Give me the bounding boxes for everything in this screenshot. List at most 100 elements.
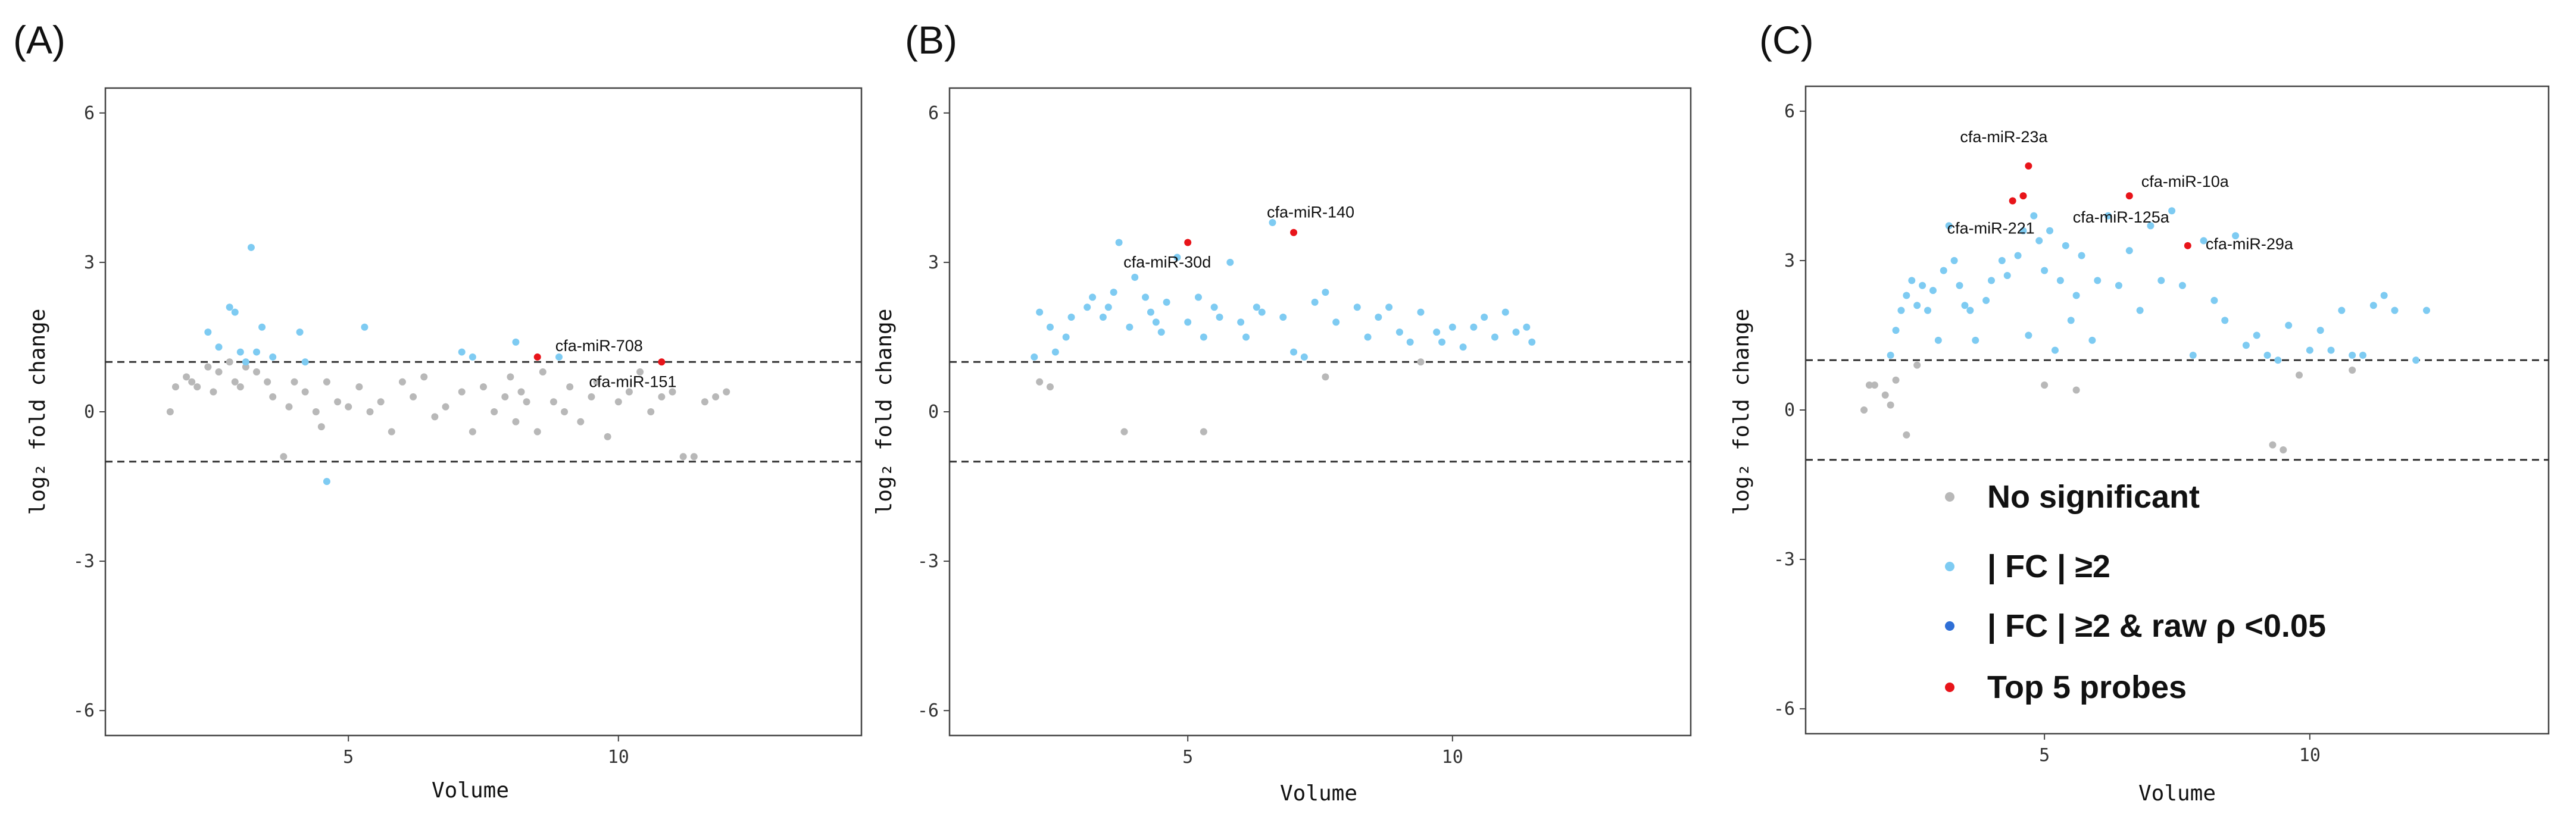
y-tick-label-b-m6: -6	[917, 700, 939, 721]
point-a-no-significant-18	[301, 388, 309, 396]
series-c-no-significant	[1860, 361, 2356, 453]
panel-b: (B) 6 3 0 -3 -6 5 10 cfa-miR-30d cfa-miR-140 Vo…	[872, 18, 1692, 806]
point-b-fc-2-10	[1110, 289, 1117, 296]
point-b-fc-2-0	[1031, 353, 1038, 361]
point-c-fc-2-62	[2391, 306, 2399, 314]
point-a-fc-2-11	[301, 358, 309, 366]
point-c-fc-2-24	[2030, 212, 2038, 220]
annotation-cfa-mir-151: cfa-miR-151	[589, 373, 676, 390]
point-c-fc-2-16	[1972, 336, 1979, 344]
point-c-fc-2-8	[1929, 287, 1937, 295]
point-a-no-significant-28	[398, 378, 406, 386]
point-c-fc-2-55	[2316, 327, 2324, 334]
point-a-fc-2-3	[231, 308, 239, 316]
point-c-fc-2-61	[2380, 292, 2388, 299]
point-a-no-significant-61	[723, 388, 730, 396]
point-c-top-5-probes-3	[2125, 192, 2133, 200]
point-c-fc-2-64	[2422, 306, 2430, 314]
point-c-fc-2-42	[2168, 207, 2176, 215]
point-b-top-5-probes-1	[1290, 229, 1298, 236]
point-b-fc-2-51	[1501, 308, 1509, 316]
point-c-fc-2-53	[2285, 321, 2293, 329]
point-a-no-significant-21	[323, 378, 330, 386]
point-c-no-significant-3	[1881, 391, 1889, 399]
point-c-fc-2-7	[1924, 306, 1932, 314]
point-c-fc-2-23	[2025, 331, 2032, 339]
point-a-no-significant-57	[679, 453, 687, 461]
y-axis-title-c: log₂ fold change	[1729, 309, 1754, 515]
point-a-no-significant-22	[334, 398, 342, 406]
point-c-fc-2-52	[2274, 356, 2282, 364]
point-a-no-significant-41	[523, 398, 530, 406]
point-a-fc-2-14	[458, 348, 466, 356]
point-b-fc-2-40	[1385, 303, 1393, 311]
point-b-fc-2-16	[1152, 318, 1160, 326]
y-tick-label-a-m3: -3	[73, 551, 95, 572]
point-a-no-significant-45	[561, 408, 569, 415]
point-a-fc-2-4	[236, 348, 244, 356]
point-c-fc-2-48	[2232, 232, 2240, 240]
point-a-no-significant-25	[366, 408, 374, 415]
annotations-b: cfa-miR-30d cfa-miR-140	[1123, 204, 1354, 271]
annotation-cfa-mir-708: cfa-miR-708	[555, 337, 643, 355]
point-c-fc-2-22	[2019, 227, 2027, 234]
y-axis-title-a: log₂ fold change	[26, 309, 50, 515]
annotation-cfa-mir-10a: cfa-miR-10a	[2141, 173, 2230, 190]
point-b-fc-2-7	[1089, 293, 1097, 301]
point-a-fc-2-10	[296, 328, 304, 336]
point-b-fc-2-29	[1258, 308, 1266, 316]
point-c-fc-2-3	[1903, 292, 1910, 299]
point-c-no-significant-6	[1903, 431, 1910, 439]
point-c-fc-2-32	[2072, 292, 2080, 299]
point-b-no-significant-2	[1120, 428, 1128, 436]
point-c-no-significant-8	[2041, 381, 2049, 389]
point-a-no-significant-60	[712, 393, 720, 400]
point-c-top-5-probes-1	[2019, 192, 2027, 200]
point-c-fc-2-26	[2041, 267, 2049, 274]
point-c-fc-2-51	[2263, 351, 2271, 359]
point-b-fc-2-38	[1364, 333, 1372, 341]
point-a-no-significant-17	[291, 378, 298, 386]
annotation-cfa-mir-125a: cfa-miR-125a	[2073, 208, 2170, 226]
point-c-fc-2-0	[1887, 351, 1894, 359]
point-c-top-5-probes-0	[2009, 197, 2016, 205]
point-c-no-significant-12	[2296, 371, 2303, 379]
y-tick-label-b-6: 6	[928, 103, 939, 124]
point-b-fc-2-17	[1157, 328, 1165, 336]
point-a-no-significant-52	[625, 388, 633, 396]
point-c-fc-2-36	[2104, 212, 2112, 220]
point-a-fc-2-2	[226, 303, 233, 311]
point-a-no-significant-44	[549, 398, 557, 406]
point-b-fc-2-11	[1115, 239, 1123, 246]
point-a-no-significant-7	[215, 368, 223, 376]
point-c-fc-2-30	[2062, 242, 2069, 249]
point-b-fc-2-25	[1226, 258, 1234, 266]
annotation-cfa-mir-23a: cfa-miR-23a	[1960, 128, 2048, 146]
plot-frame-a	[104, 87, 863, 737]
point-b-fc-2-12	[1126, 323, 1134, 331]
point-a-top-5-probes-1	[658, 358, 666, 366]
point-b-fc-2-1	[1036, 308, 1044, 316]
point-b-no-significant-0	[1036, 378, 1044, 386]
point-c-fc-2-47	[2221, 317, 2229, 324]
point-b-fc-2-42	[1406, 338, 1414, 346]
point-c-no-significant-4	[1887, 401, 1894, 409]
point-a-no-significant-34	[469, 428, 476, 436]
point-c-no-significant-10	[2269, 441, 2277, 449]
point-a-no-significant-13	[264, 378, 271, 386]
point-b-fc-2-4	[1062, 333, 1070, 341]
point-a-no-significant-3	[188, 378, 196, 386]
y-tick-label-a-0: 0	[84, 402, 95, 422]
point-b-fc-2-19	[1173, 253, 1181, 261]
point-c-fc-2-60	[2369, 302, 2377, 309]
annotations-a: cfa-miR-708 cfa-miR-151	[555, 337, 677, 390]
annotations-c: cfa-miR-23a cfa-miR-10a cfa-miR-221 cfa-miR…	[1947, 128, 2294, 253]
point-c-fc-2-44	[2189, 351, 2197, 359]
point-c-fc-2-37	[2115, 281, 2122, 289]
point-a-no-significant-36	[491, 408, 498, 415]
point-a-no-significant-32	[442, 403, 449, 411]
point-a-no-significant-43	[539, 368, 547, 376]
x-tick-label-c-5: 5	[2039, 745, 2050, 766]
point-c-fc-2-40	[2147, 222, 2155, 230]
